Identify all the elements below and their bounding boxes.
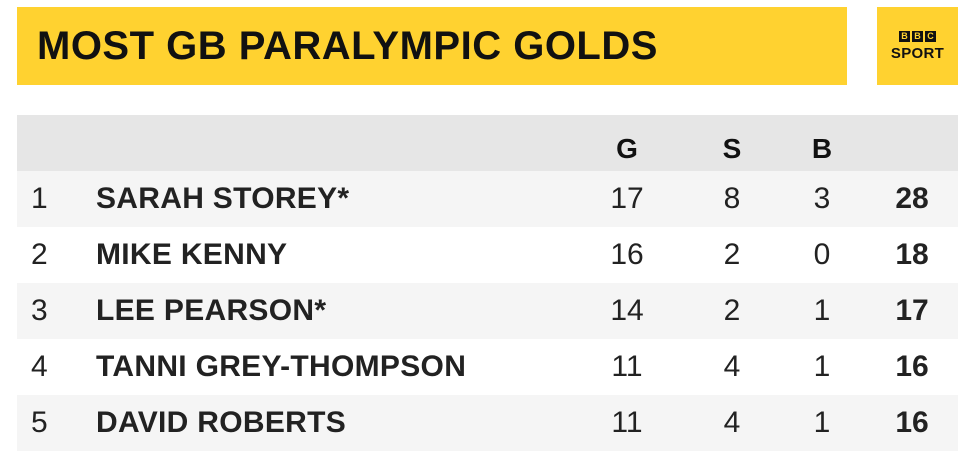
table-row: 1 SARAH STOREY* 17 8 3 28 <box>17 171 958 227</box>
header-gold: G <box>616 133 638 164</box>
athlete-name: LEE PEARSON* <box>96 294 327 327</box>
logo-block-2: B <box>912 30 923 42</box>
bbc-sport-logo: B B C SPORT <box>877 7 958 85</box>
athlete-name: MIKE KENNY <box>96 238 288 271</box>
bronze-count: 1 <box>813 294 831 327</box>
table-row: 3 LEE PEARSON* 14 2 1 17 <box>17 283 958 339</box>
rank-cell: 3 <box>31 294 48 327</box>
gold-count: 11 <box>611 350 643 383</box>
gold-count: 17 <box>610 182 644 215</box>
total-count: 17 <box>895 294 929 327</box>
header-bronze: B <box>811 133 833 164</box>
bronze-count: 1 <box>813 350 831 383</box>
header-silver: S <box>722 133 742 164</box>
title-banner: MOST GB PARALYMPIC GOLDS <box>17 7 847 85</box>
rank-cell: 4 <box>31 350 48 383</box>
table-header: G S B <box>17 115 958 171</box>
athlete-name: SARAH STOREY* <box>96 182 350 215</box>
medal-table: G S B 1 SARAH STOREY* 17 8 3 28 2 MIKE K… <box>17 115 958 451</box>
silver-count: 2 <box>723 294 741 327</box>
logo-block-3: C <box>925 30 936 42</box>
athlete-name: TANNI GREY-THOMPSON <box>96 350 467 383</box>
silver-count: 4 <box>723 350 741 383</box>
table-row: 5 DAVID ROBERTS 11 4 1 16 <box>17 395 958 451</box>
rank-cell: 2 <box>31 238 48 271</box>
bronze-count: 1 <box>813 406 831 439</box>
total-count: 16 <box>895 406 929 439</box>
athlete-name: DAVID ROBERTS <box>96 406 347 439</box>
logo-word: SPORT <box>890 44 945 62</box>
table-row: 4 TANNI GREY-THOMPSON 11 4 1 16 <box>17 339 958 395</box>
total-count: 16 <box>895 350 929 383</box>
logo-block-1: B <box>899 30 910 42</box>
bronze-count: 3 <box>813 182 831 215</box>
rank-cell: 1 <box>31 182 48 215</box>
rank-cell: 5 <box>31 406 48 439</box>
silver-count: 8 <box>723 182 741 215</box>
page-title: MOST GB PARALYMPIC GOLDS <box>37 23 658 68</box>
table-row: 2 MIKE KENNY 16 2 0 18 <box>17 227 958 283</box>
gold-count: 11 <box>611 406 643 439</box>
total-count: 18 <box>895 238 929 271</box>
silver-count: 4 <box>723 406 741 439</box>
total-count: 28 <box>895 182 929 215</box>
gold-count: 14 <box>610 294 644 327</box>
bronze-count: 0 <box>813 238 831 271</box>
silver-count: 2 <box>723 238 741 271</box>
gold-count: 16 <box>610 238 644 271</box>
bbc-blocks: B B C <box>899 30 936 42</box>
